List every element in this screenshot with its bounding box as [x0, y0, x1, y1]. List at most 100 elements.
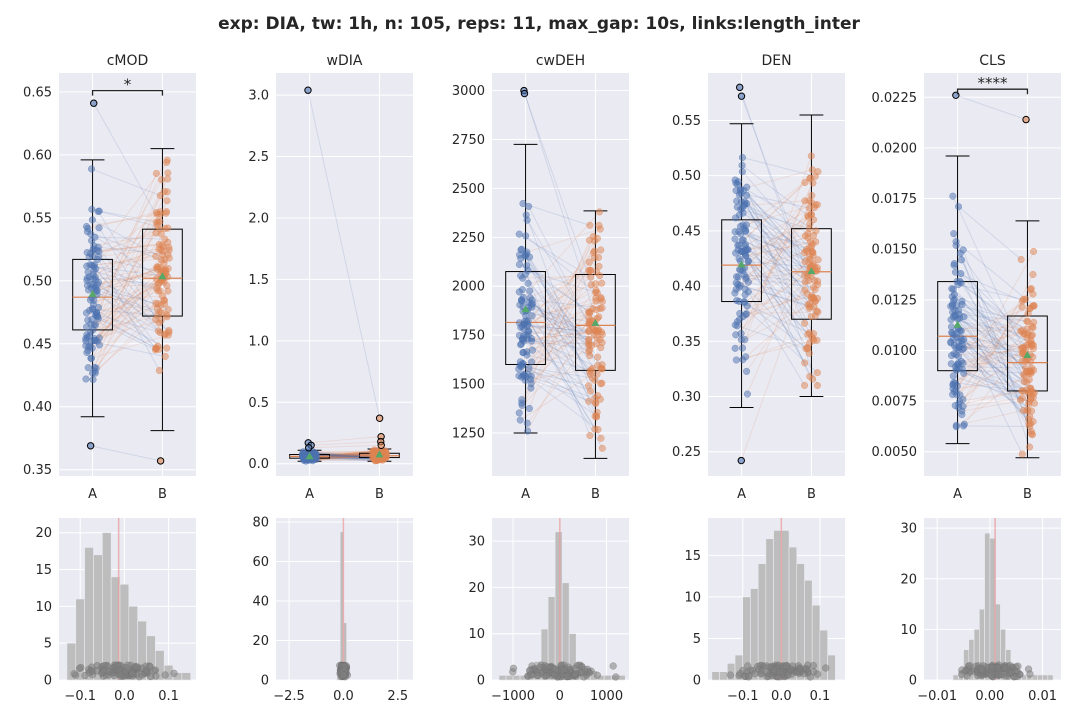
rug-point — [813, 670, 822, 678]
data-point — [161, 300, 169, 308]
rug-point — [612, 673, 620, 681]
data-point — [83, 323, 91, 331]
data-point — [163, 344, 171, 352]
pair-line — [94, 272, 166, 340]
y-tick-label: 0.50 — [672, 169, 701, 184]
rug-point — [150, 667, 158, 675]
pair-line — [91, 264, 157, 289]
rug-points — [726, 661, 830, 681]
y-tick-label: 0.0175 — [872, 192, 918, 207]
pair-line — [742, 239, 812, 271]
data-point — [95, 224, 103, 232]
pair-line — [307, 90, 381, 419]
data-point — [804, 211, 812, 220]
data-point — [1026, 443, 1034, 451]
pair-line — [311, 450, 373, 457]
data-point — [595, 208, 604, 216]
pair-line — [97, 273, 161, 286]
pair-line — [520, 290, 597, 328]
pair-line — [91, 319, 156, 351]
points — [515, 86, 606, 452]
pair-line — [740, 267, 811, 461]
panel-title: DEN — [761, 53, 791, 69]
data-point — [515, 409, 523, 417]
rug-point — [593, 671, 602, 679]
data-point — [92, 265, 100, 273]
pair-line — [963, 313, 1029, 349]
pair-line — [519, 233, 591, 278]
pair-line — [737, 181, 811, 269]
pair-line — [962, 362, 1031, 393]
data-point — [89, 300, 98, 308]
pair-line — [522, 297, 602, 354]
data-point — [801, 381, 809, 389]
y-tick-label: 0.40 — [23, 400, 52, 415]
pair-line — [529, 297, 591, 372]
pair-line — [94, 319, 157, 372]
data-point — [731, 235, 739, 243]
pair-line — [955, 271, 1023, 302]
y-tick-label: 2.0 — [248, 211, 269, 226]
pair-line — [90, 266, 158, 301]
pair-line — [99, 210, 157, 223]
rug-point — [822, 664, 830, 672]
outlier-point — [305, 444, 313, 452]
pair-line — [740, 233, 813, 245]
pair-line — [86, 250, 164, 281]
data-point — [517, 363, 525, 371]
y-tick-label: 1.0 — [248, 334, 269, 349]
x-tick-label: 0 — [556, 689, 564, 704]
hist-bar — [781, 530, 790, 681]
pair-line — [97, 213, 158, 260]
pair-line — [314, 456, 376, 462]
pair-line — [520, 258, 591, 436]
pair-line — [959, 317, 1026, 362]
x-tick-label: −0.1 — [64, 689, 96, 704]
data-point — [805, 197, 813, 205]
pair-line — [528, 297, 597, 322]
pair-line — [740, 182, 814, 334]
outlier-point — [375, 414, 384, 422]
data-point — [736, 222, 744, 230]
pair-line — [744, 201, 818, 341]
outlier-point — [520, 89, 529, 98]
pair-line — [962, 368, 1030, 403]
pair-line — [737, 325, 807, 350]
pair-line — [312, 451, 374, 457]
x-tick-label: B — [375, 487, 384, 502]
data-point — [597, 295, 605, 303]
data-point — [525, 364, 533, 373]
pair-line — [528, 330, 589, 340]
pair-line — [311, 441, 381, 446]
data-point — [163, 208, 171, 216]
data-point — [731, 344, 739, 352]
data-point — [805, 204, 813, 212]
pair-line — [954, 298, 1030, 374]
data-point — [951, 401, 959, 410]
data-point — [595, 326, 603, 334]
data-point — [94, 315, 102, 323]
pair-line — [955, 241, 1035, 306]
y-tick-label: 1750 — [452, 329, 485, 344]
data-point — [738, 153, 747, 162]
y-tick-label: 1.5 — [248, 273, 269, 288]
data-point — [523, 419, 531, 427]
pair-line — [99, 282, 160, 346]
pair-line — [89, 264, 159, 332]
significance-label: * — [124, 76, 132, 94]
data-point — [597, 246, 605, 254]
data-point — [585, 320, 593, 328]
pair-line — [745, 255, 814, 380]
data-point — [731, 289, 739, 297]
rug-points — [336, 661, 352, 681]
pair-line — [740, 225, 813, 271]
pair-line — [95, 284, 159, 288]
pair-line — [518, 368, 589, 387]
pair-line — [90, 334, 169, 359]
data-point — [164, 305, 172, 314]
pair-line — [309, 450, 374, 460]
y-tick-label: 0.55 — [23, 211, 52, 226]
pair-line — [523, 90, 594, 309]
data-point — [515, 372, 523, 380]
pair-line — [746, 224, 813, 253]
